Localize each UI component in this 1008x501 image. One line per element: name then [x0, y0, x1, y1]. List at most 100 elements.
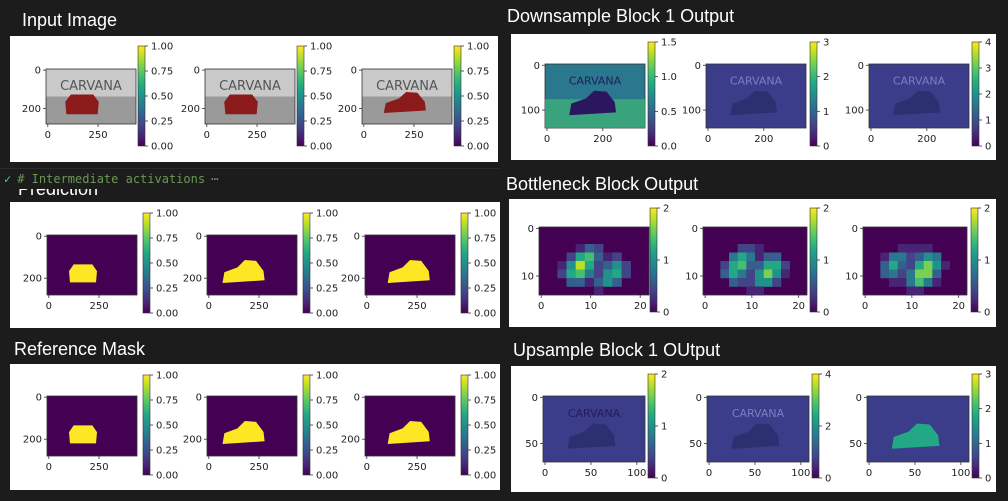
- carvana-logo-0: CARVANA: [60, 79, 122, 94]
- colorbar-tick-input-1-4: 0.00: [310, 142, 332, 153]
- colorbar-bottleneck-2: [970, 207, 979, 313]
- ytick-down1-1-0: 0: [695, 61, 701, 72]
- bottleneck-cell: [897, 261, 907, 270]
- colorbar-up1-2: [971, 373, 980, 479]
- colorbar-tick-reference-0-1: 0.75: [156, 396, 178, 407]
- feature-car-2: [893, 90, 941, 116]
- bottleneck-cell: [594, 269, 604, 279]
- ytick-prediction-2-1: 200: [341, 274, 360, 285]
- colorbar-tick-reference-2-3: 0.25: [474, 446, 496, 457]
- colorbar-reference-2: [460, 374, 469, 476]
- car-photo-2: [383, 91, 426, 113]
- xtick-input-2-0: 0: [361, 130, 367, 141]
- colorbar-tick-bottleneck-2-1: 1: [984, 256, 990, 267]
- xtick-down1-0-1: 200: [593, 134, 612, 145]
- mask-car-2: [387, 421, 430, 444]
- xtick-bottleneck-1-0: 0: [702, 301, 708, 312]
- xtick-down1-2-1: 200: [917, 134, 936, 145]
- colorbar-tick-reference-1-0: 1.00: [316, 371, 338, 382]
- panel-title-upsample: Upsample Block 1 OUtput: [513, 340, 721, 360]
- bottleneck-cell: [772, 278, 782, 287]
- xtick-reference-0-1: 250: [89, 462, 108, 473]
- colorbar-tick-up1-2-0: 3: [985, 370, 991, 381]
- xtick-prediction-2-1: 250: [407, 301, 426, 312]
- bottleneck-cell: [923, 269, 933, 279]
- xtick-down1-1-1: 200: [754, 134, 773, 145]
- colorbar-tick-bottleneck-1-1: 1: [823, 256, 829, 267]
- bottleneck-cell: [880, 269, 890, 279]
- xtick-up1-0-0: 0: [542, 468, 548, 479]
- bottleneck-cell: [603, 252, 613, 262]
- xtick-input-0-1: 250: [88, 130, 107, 141]
- bottleneck-cell: [941, 261, 950, 270]
- bottleneck-cell: [781, 261, 790, 270]
- colorbar-tick-prediction-2-3: 0.25: [474, 284, 496, 295]
- xtick-prediction-2-0: 0: [364, 301, 370, 312]
- ytick-prediction-0-1: 200: [23, 274, 42, 285]
- panel-title-reference: Reference Mask: [14, 339, 146, 359]
- bottleneck-cell: [621, 269, 631, 279]
- bottleneck-cell: [720, 261, 730, 270]
- colorbar-prediction-2: [460, 212, 469, 314]
- bottleneck-cell: [763, 269, 773, 279]
- colorbar-tick-prediction-1-3: 0.25: [316, 284, 338, 295]
- xtick-bottleneck-2-0: 0: [862, 301, 868, 312]
- ytick-prediction-2-0: 0: [354, 232, 360, 243]
- colorbar-down1-2: [971, 41, 980, 147]
- bottleneck-cell: [584, 252, 595, 262]
- colorbar-input-1: [296, 45, 305, 147]
- bottleneck-cell: [575, 244, 586, 253]
- bottleneck-cell: [737, 261, 747, 270]
- bottleneck-cell: [746, 286, 756, 296]
- colorbar-tick-bottleneck-0-2: 0: [663, 308, 669, 319]
- colorbar-tick-prediction-2-2: 0.50: [474, 259, 496, 270]
- bottleneck-cell: [915, 286, 924, 296]
- bottleneck-cell: [755, 244, 764, 253]
- colorbar-tick-up1-1-2: 0: [825, 474, 831, 485]
- bottleneck-cell: [594, 244, 604, 253]
- ellipsis-icon[interactable]: ⋯: [211, 172, 219, 186]
- bottleneck-cell: [621, 261, 631, 270]
- bottleneck-cell: [772, 261, 782, 270]
- colorbar-reference-0: [142, 374, 151, 476]
- colorbar-up1-0: [647, 373, 656, 479]
- xtick-bottleneck-2-1: 10: [906, 301, 919, 312]
- colorbar-tick-down1-1-2: 1: [823, 107, 829, 118]
- colorbar-tick-input-1-2: 0.50: [310, 92, 332, 103]
- bottleneck-cell: [566, 278, 576, 287]
- colorbar-tick-down1-2-3: 1: [985, 116, 991, 127]
- colorbar-down1-1: [809, 41, 818, 147]
- colorbar-tick-reference-1-3: 0.25: [316, 446, 338, 457]
- ytick-reference-2-1: 200: [341, 435, 360, 446]
- bottleneck-cell: [755, 252, 764, 262]
- feature-car-0: [567, 423, 616, 449]
- car-photo-1: [224, 94, 258, 115]
- bottleneck-cell: [584, 269, 595, 279]
- colorbar-tick-down1-1-1: 2: [823, 72, 829, 83]
- bottleneck-cell: [729, 252, 738, 262]
- colorbar-tick-up1-2-3: 0: [985, 474, 991, 485]
- xtick-bottleneck-0-0: 0: [538, 301, 544, 312]
- colorbar-prediction-0: [142, 212, 151, 314]
- ytick-down1-2-1: 100: [845, 106, 864, 117]
- feature-logo-1: CARVANA: [730, 74, 783, 87]
- bottleneck-cell: [932, 252, 942, 262]
- ytick-input-2-0: 0: [351, 66, 357, 77]
- bottleneck-cell: [557, 269, 567, 279]
- figure-bottleneck: 0 10 0 10 20 2 1 0 0 10 0 10 20 2 1 0 0 10 0 10 20 2 1 0: [509, 199, 996, 327]
- studio-backdrop: [46, 69, 136, 97]
- xtick-input-0-0: 0: [45, 130, 51, 141]
- xtick-reference-2-0: 0: [364, 462, 370, 473]
- studio-backdrop: [205, 69, 295, 97]
- check-icon: ✓: [4, 172, 12, 186]
- colorbar-tick-bottleneck-1-0: 2: [823, 204, 829, 215]
- code-cell-collapsed[interactable]: ✓ # Intermediate activations ⋯: [0, 168, 500, 189]
- mask-car-0: [69, 264, 97, 283]
- colorbar-tick-down1-2-1: 3: [985, 64, 991, 75]
- bottleneck-cell: [772, 252, 782, 262]
- colorbar-tick-reference-0-3: 0.25: [156, 446, 178, 457]
- ytick-input-2-1: 200: [338, 104, 357, 115]
- colorbar-tick-reference-0-2: 0.50: [156, 421, 178, 432]
- colorbar-tick-reference-0-4: 0.00: [156, 471, 178, 482]
- bottleneck-cell: [584, 261, 595, 270]
